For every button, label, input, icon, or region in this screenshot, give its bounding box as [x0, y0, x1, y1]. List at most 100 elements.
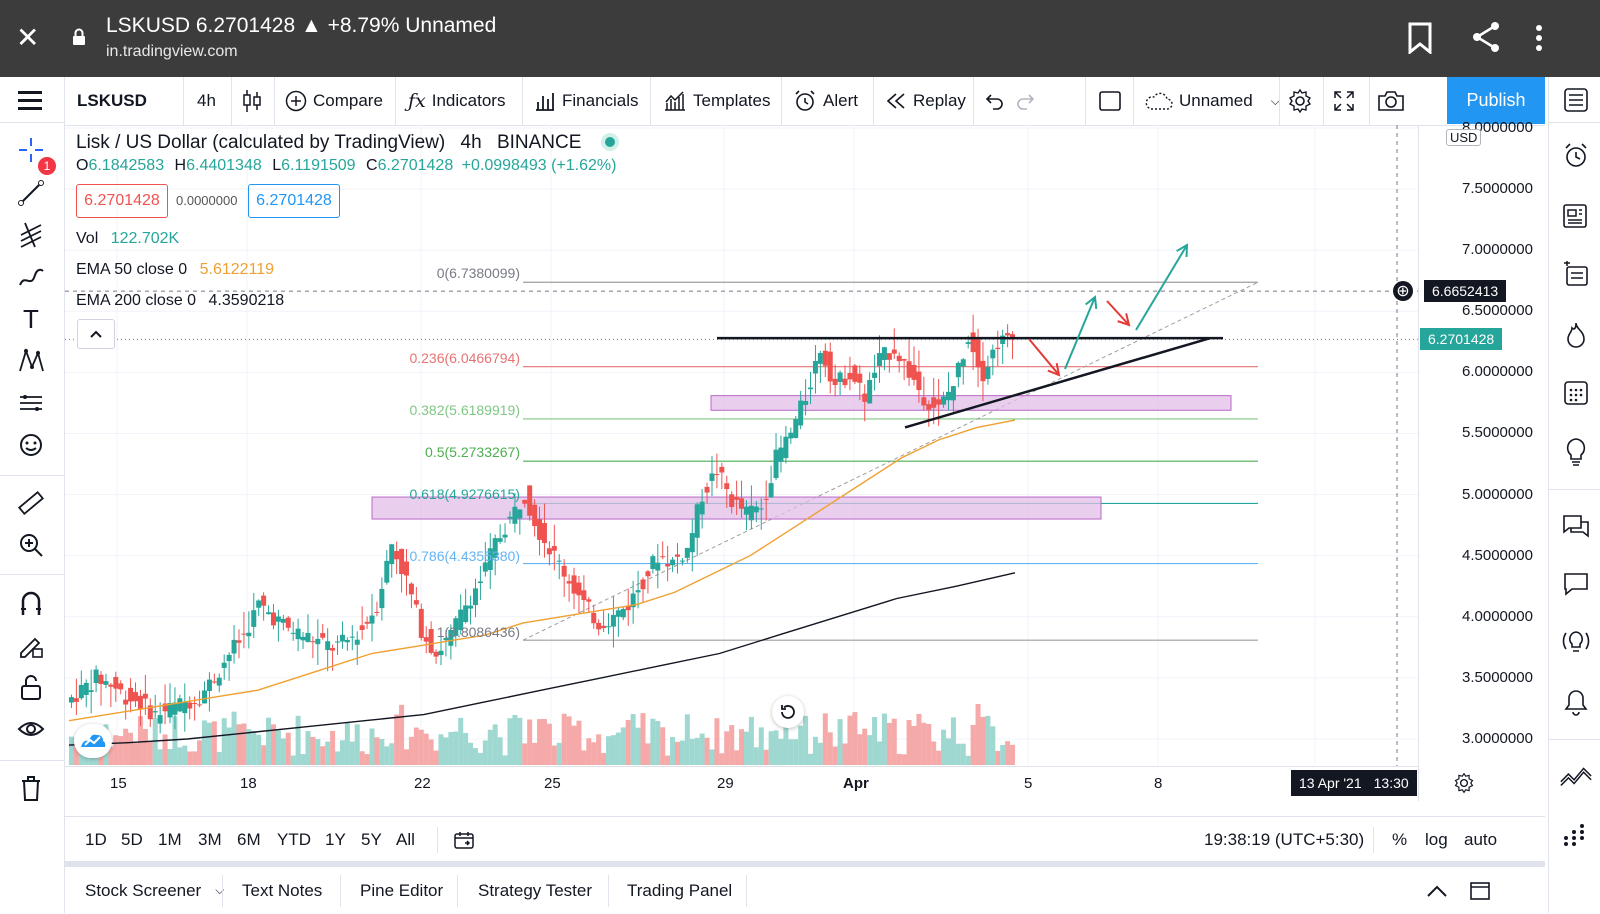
text-tool-icon[interactable]: T [23, 303, 39, 334]
symbol-search[interactable]: LSKUSD [77, 91, 147, 110]
candle-body [817, 353, 823, 364]
collapse-panel-chevron-up-icon[interactable] [1426, 867, 1448, 914]
watchlist-icon[interactable] [1559, 83, 1593, 117]
templates-button[interactable]: Templates [663, 77, 770, 125]
candles-style-icon[interactable] [241, 77, 263, 125]
publish-button[interactable]: Publish [1447, 77, 1545, 124]
brush-icon[interactable] [14, 260, 48, 294]
eye-icon[interactable] [14, 712, 48, 746]
camera-icon[interactable] [1377, 77, 1405, 125]
replay-button[interactable]: Replay [885, 77, 966, 125]
magnet-icon[interactable] [14, 586, 48, 620]
layout-select-icon[interactable] [1098, 77, 1122, 125]
currency-label[interactable]: USD [1446, 129, 1482, 146]
maximize-panel-icon[interactable] [1469, 867, 1491, 914]
volume-bar [418, 729, 424, 765]
compare-button[interactable]: Compare [285, 77, 383, 125]
candle-body [995, 347, 1001, 350]
alerts-clock-icon[interactable] [1559, 139, 1593, 173]
candle-body [1010, 334, 1016, 340]
news-icon[interactable] [1559, 199, 1593, 233]
price-chart[interactable] [65, 125, 1545, 815]
data-window-icon[interactable] [1559, 257, 1593, 291]
close-icon[interactable]: ✕ [16, 22, 40, 53]
candle-body [187, 702, 193, 709]
settings-gear-icon[interactable] [1287, 77, 1313, 125]
redo-icon[interactable] [1015, 77, 1037, 125]
range-1m[interactable]: 1M [158, 830, 182, 849]
go-to-date-icon[interactable] [453, 817, 475, 863]
range-5y[interactable]: 5Y [361, 830, 382, 849]
range-ytd[interactable]: YTD [277, 830, 311, 849]
clock-display[interactable]: 19:38:19 (UTC+5:30) [1204, 830, 1365, 849]
trash-icon[interactable] [14, 771, 48, 805]
reset-chart-icon[interactable] [772, 696, 804, 728]
tab-text-notes[interactable]: Text Notes [242, 867, 322, 914]
collapse-legend-button[interactable] [77, 319, 115, 349]
bookmark-icon[interactable] [1407, 22, 1433, 59]
streams-icon[interactable] [1559, 625, 1593, 659]
volume-bar [768, 731, 774, 765]
share-icon[interactable] [1470, 20, 1502, 59]
volume-bar [394, 714, 400, 765]
range-1y[interactable]: 1Y [325, 830, 346, 849]
dom-icon[interactable] [1559, 819, 1593, 853]
page-title: LSKUSD 6.2701428 ▲ +8.79% Unnamed [106, 14, 497, 37]
indicators-button[interactable]: ƒx Indicators [408, 77, 505, 125]
auto-scale-toggle[interactable]: auto [1464, 830, 1498, 849]
tradingview-logo-icon[interactable] [74, 724, 112, 758]
percent-scale-toggle[interactable]: % [1392, 830, 1408, 849]
axis-settings-gear-icon[interactable] [1453, 772, 1475, 799]
trading-icon[interactable] [1559, 759, 1593, 793]
hotlist-fire-icon[interactable] [1559, 318, 1593, 352]
pattern-icon[interactable] [14, 344, 48, 378]
financials-button[interactable]: Financials [534, 77, 639, 125]
candle-body [98, 674, 104, 684]
candle-body [522, 499, 528, 504]
range-1d[interactable]: 1D [85, 830, 107, 849]
chats-icon[interactable] [1559, 509, 1593, 543]
hamburger-menu-icon[interactable] [14, 83, 48, 117]
zoom-in-icon[interactable] [14, 528, 48, 562]
tab-strategy-tester[interactable]: Strategy Tester [478, 867, 592, 914]
candlesticks [68, 314, 1016, 734]
range-3m[interactable]: 3M [198, 830, 222, 849]
trend-line-icon[interactable] [14, 176, 48, 210]
emoji-icon[interactable] [14, 428, 48, 462]
pitchfork-icon[interactable] [14, 218, 48, 252]
lock-drawings-icon[interactable] [14, 628, 48, 662]
crosshair-icon[interactable] [14, 133, 48, 167]
add-alert-plus-icon[interactable]: ⊕ [1393, 281, 1413, 301]
more-menu-icon[interactable] [1535, 24, 1543, 57]
sell-button[interactable]: 6.2701428 [76, 184, 168, 218]
volume-bar [359, 751, 365, 765]
log-scale-toggle[interactable]: log [1425, 830, 1448, 849]
candle-body [689, 533, 695, 553]
unlock-icon[interactable] [14, 670, 48, 704]
prediction-icon[interactable] [14, 386, 48, 420]
candle-body [645, 571, 651, 577]
volume-bar [384, 746, 390, 765]
volume-bar [251, 731, 257, 765]
chevron-down-icon: ⌵ [1270, 93, 1280, 108]
notifications-bell-icon[interactable] [1559, 685, 1593, 719]
ruler-icon[interactable] [14, 486, 48, 520]
tab-pine-editor[interactable]: Pine Editor [360, 867, 443, 914]
volume-bar [532, 742, 538, 765]
range-all[interactable]: All [396, 830, 415, 849]
range-6m[interactable]: 6M [237, 830, 261, 849]
range-5d[interactable]: 5D [121, 830, 143, 849]
interval-selector[interactable]: 4h [197, 91, 216, 110]
open-label: O [76, 157, 89, 174]
alert-button[interactable]: Alert [793, 77, 858, 125]
fullscreen-icon[interactable] [1333, 77, 1355, 125]
tab-stock-screener[interactable]: Stock Screener ⌵ [85, 867, 224, 914]
divider [274, 77, 275, 125]
calendar-icon[interactable] [1559, 375, 1593, 409]
chat-icon[interactable] [1559, 567, 1593, 601]
layout-name-button[interactable]: Unnamed ⌵ [1143, 77, 1280, 125]
tab-trading-panel[interactable]: Trading Panel [627, 867, 732, 914]
ideas-lightbulb-icon[interactable] [1559, 435, 1593, 469]
buy-button[interactable]: 6.2701428 [248, 184, 340, 218]
undo-icon[interactable] [983, 77, 1005, 125]
